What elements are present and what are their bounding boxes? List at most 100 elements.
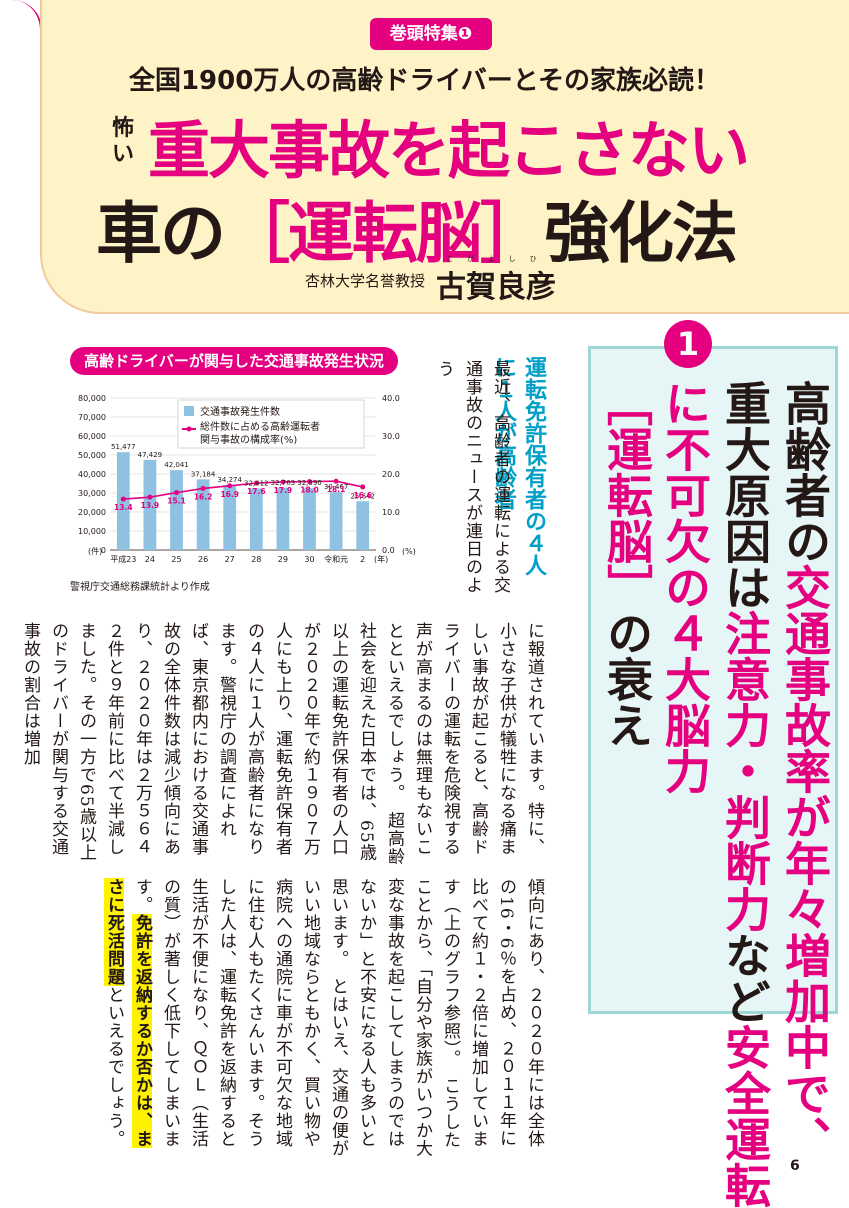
rate-point (147, 494, 153, 500)
x-tick-label: 25 (171, 555, 181, 564)
bar-value-label: 32,412 (244, 479, 268, 487)
author-name: 古賀良彦 (436, 270, 556, 305)
headline-line4: ［運転脳］の衰え (594, 380, 660, 748)
bar (356, 501, 370, 550)
bar-value-label: 34,274 (217, 476, 242, 484)
intro-paragraph: 最近、高齢者の運転による交通事故のニュースが連日のよう (434, 360, 510, 594)
x-tick-label: 27 (225, 555, 235, 564)
body-column-1: に報道されています。特に、小さな子供が犠牲になる痛ましい事故が起こると、高齢ドラ… (20, 622, 544, 866)
headline-text: 高齢者の (778, 380, 832, 564)
page-number: 6 (790, 1158, 800, 1174)
feature-tag: 巻頭特集❶ (370, 18, 492, 50)
y-left-tick: 50,000 (78, 451, 106, 460)
headline-line3: に不可欠の４大脳力 (652, 380, 718, 794)
bar (143, 459, 157, 550)
bar-value-label: 30,467 (324, 483, 349, 491)
rate-value-label: 13.4 (114, 503, 133, 512)
rate-value-label: 16.9 (220, 490, 239, 499)
legend-bar-label: 交通事故発生件数 (200, 405, 280, 418)
rate-point (333, 478, 339, 484)
x-tick-label: 令和元 (324, 554, 348, 564)
y-right-tick: 0.0 (382, 546, 395, 555)
x-tick-label: 29 (278, 555, 288, 564)
rate-point (280, 479, 286, 485)
rate-value-label: 18.0 (300, 486, 319, 495)
headline-text-pink: 安全運転 (718, 1024, 772, 1208)
bar-value-label: 51,477 (111, 443, 135, 451)
bar-value-label: 42,041 (164, 461, 189, 469)
rate-point (253, 480, 259, 486)
y-left-tick: 20,000 (78, 508, 106, 517)
y-right-tick: 30.0 (382, 432, 400, 441)
title-part-highlight: ［運転脳］ (224, 195, 546, 272)
rate-point (200, 485, 206, 491)
bar-value-label: 32,763 (271, 479, 296, 487)
chart-title: 高齢ドライバーが関与した交通事故発生状況 (70, 347, 398, 375)
y-left-tick: 60,000 (78, 432, 106, 441)
y-left-unit: (件) (88, 546, 102, 556)
legend-line-marker (186, 426, 192, 432)
rate-point (174, 490, 179, 496)
header-panel (40, 0, 849, 314)
title-part: 強化法 (544, 195, 738, 272)
highlight-text: 免許を返納するか (132, 914, 152, 1058)
x-tick-label: 平成23 (110, 554, 136, 564)
headline-box (588, 346, 838, 1014)
bar-value-label: 47,429 (138, 451, 163, 459)
headline-line1: 高齢者の交通事故率が年々増加中で、 (772, 380, 838, 1162)
x-unit: (年) (374, 554, 388, 564)
page-edge-decoration (0, 0, 42, 40)
headline-text-pink: ［運転脳］ (600, 380, 654, 610)
x-tick-label: 2 (360, 555, 365, 564)
rate-value-label: 15.1 (167, 497, 186, 506)
author-affiliation: 杏林大学名誉教授 (305, 272, 426, 290)
y-left-tick: 40,000 (78, 470, 106, 479)
x-tick-label: 30 (304, 555, 314, 564)
headline-number: 1 (664, 320, 712, 368)
y-right-tick: 10.0 (382, 508, 400, 517)
legend-line-label-2: 関与事故の構成率(%) (200, 433, 297, 446)
bar-value-label: 37,184 (191, 470, 216, 478)
title-part: 車の (96, 195, 226, 272)
body-text: 傾向にあり、２０２０年には全体の16・6％を占め、２０１１年に比べて約１・２倍に… (132, 878, 544, 1158)
y-left-tick: 70,000 (78, 413, 106, 422)
rate-value-label: 18.1 (327, 485, 346, 494)
rate-value-label: 13.9 (141, 501, 160, 510)
bar (276, 487, 290, 550)
chart-source: 警視庁交通総務課統計より作成 (70, 582, 210, 593)
legend-bar-swatch (184, 406, 194, 416)
headline-text: の衰え (600, 610, 654, 748)
legend-line-label: 総件数に占める高齢運転者 (200, 420, 320, 433)
y-right-tick: 40.0 (382, 394, 400, 403)
y-left-tick: 30,000 (78, 489, 106, 498)
y-left-tick: 80,000 (78, 394, 106, 403)
rate-point (307, 479, 312, 485)
rate-point (227, 483, 233, 489)
rate-value-label: 16.2 (194, 492, 213, 501)
bar (170, 470, 183, 550)
x-tick-label: 26 (198, 555, 208, 564)
rate-point (360, 484, 366, 490)
subtitle: 全国1900万人の高齢ドライバーとその家族必読！ (128, 66, 721, 96)
rate-value-label: 17.9 (274, 486, 293, 495)
title-prefix: 怖い (112, 116, 135, 167)
rate-value-label: 16.6 (353, 491, 372, 500)
x-tick-label: 28 (251, 555, 261, 564)
y-right-unit: (%) (402, 547, 416, 556)
y-left-tick: 0 (101, 546, 106, 555)
headline-text-pink: に不可欠の４大脳力 (658, 380, 712, 794)
main-title-line2: 車の［運転脳］強化法 (96, 180, 738, 276)
y-right-tick: 20.0 (382, 470, 400, 479)
main-title-line1: 重大事故を起こさない (148, 114, 750, 187)
headline-line2: 重大原因は注意力・判断力など安全運転 (712, 380, 778, 1208)
accident-chart: 80,000 70,000 60,000 50,000 40,000 30,000 20,0… (78, 394, 416, 564)
rate-line (123, 480, 363, 500)
section-heading: 運転免許保有者の４人に１人が高齢者 (491, 356, 546, 576)
rate-value-label: 17.6 (247, 487, 266, 496)
chart-legend: 交通事故発生件数 総件数に占める高齢運転者 関与事故の構成率(%) (177, 399, 365, 449)
x-tick-label: 24 (145, 555, 155, 564)
bar (223, 484, 237, 550)
y-left-tick: 10,000 (78, 527, 106, 536)
headline-text-pink: 交通事故率が年々増加中で、 (778, 564, 832, 1162)
body-text: といえるでしょう。 (104, 986, 124, 1148)
